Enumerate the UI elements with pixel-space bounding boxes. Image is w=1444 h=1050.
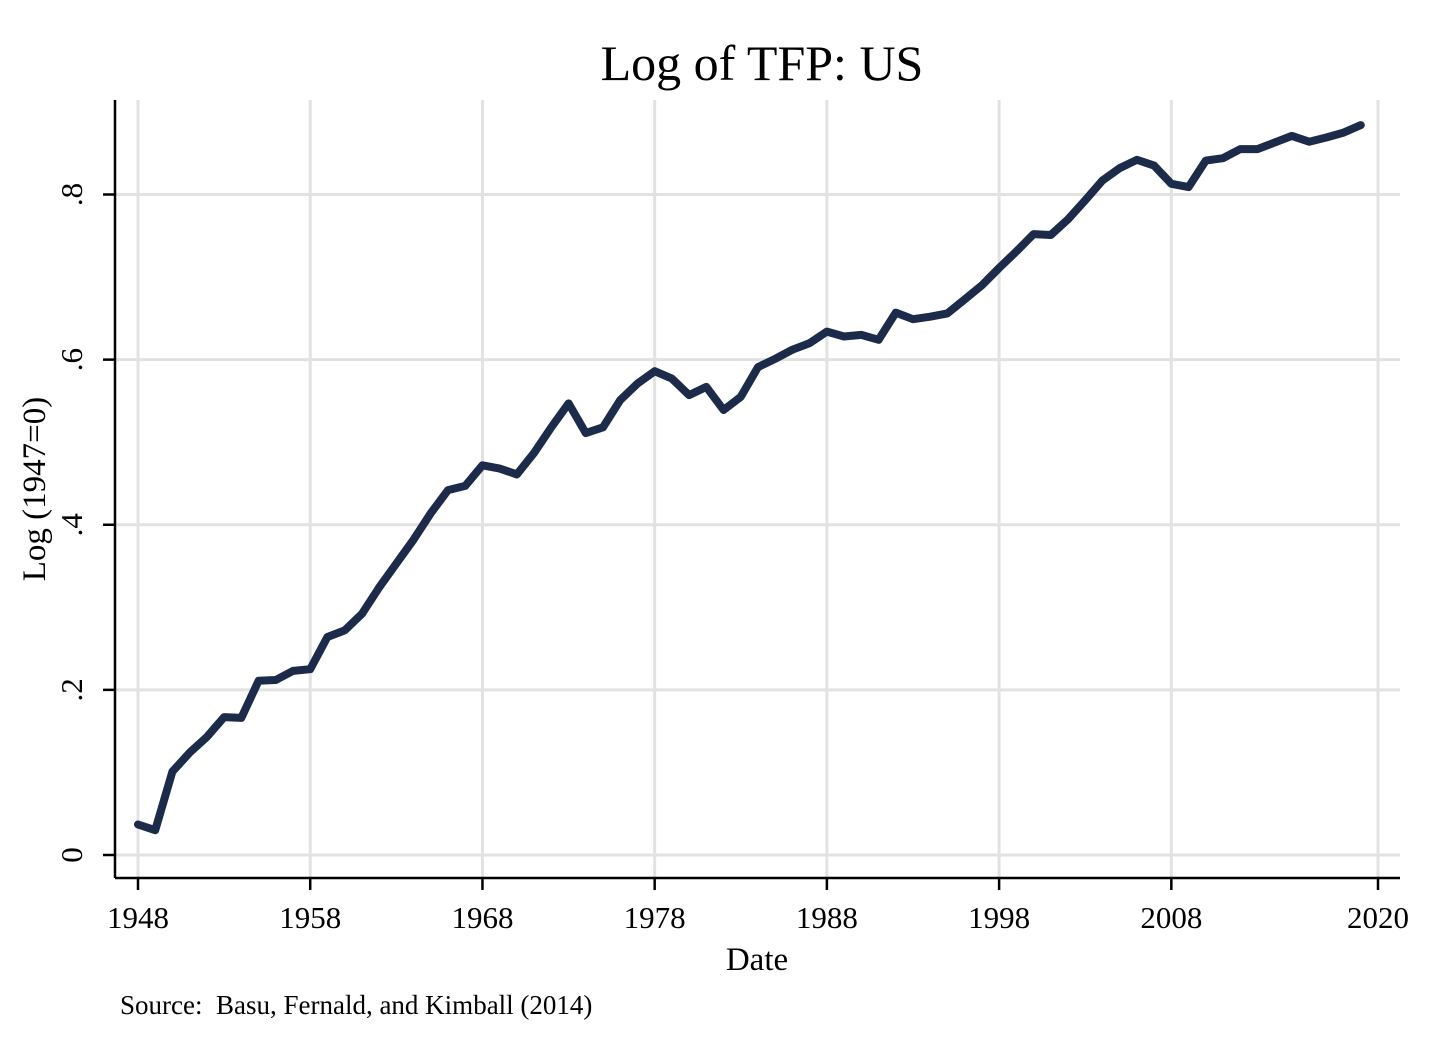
y-axis-title: Log (1947=0) [17, 397, 53, 582]
tfp-series-line [134, 121, 1365, 835]
y-tick-label: .8 [54, 183, 89, 206]
x-axis-title: Date [726, 942, 788, 978]
x-ticks: 1948 1958 1968 1978 1988 1998 2008 2020 [107, 878, 1409, 935]
x-tick-label: 1948 [107, 900, 169, 935]
source-note: Source: Basu, Fernald, and Kimball (2014… [120, 990, 592, 1020]
y-ticks: 0 .2 .4 .6 .8 [54, 183, 115, 863]
y-tick-label: .2 [54, 678, 89, 701]
y-tick-label: .4 [54, 513, 89, 537]
x-tick-label: 1978 [624, 900, 686, 935]
x-tick-label: 1968 [451, 900, 513, 935]
x-tick-label: 1988 [796, 900, 858, 935]
x-tick-label: 2008 [1140, 900, 1202, 935]
axes [113, 100, 1400, 880]
y-tick-label: .6 [54, 348, 89, 371]
gridlines [115, 100, 1400, 878]
x-tick-label: 1998 [968, 900, 1030, 935]
y-tick-label: 0 [54, 847, 89, 863]
x-tick-label: 2020 [1347, 900, 1409, 935]
chart-title: Log of TFP: US [601, 35, 924, 91]
x-tick-label: 1958 [279, 900, 341, 935]
